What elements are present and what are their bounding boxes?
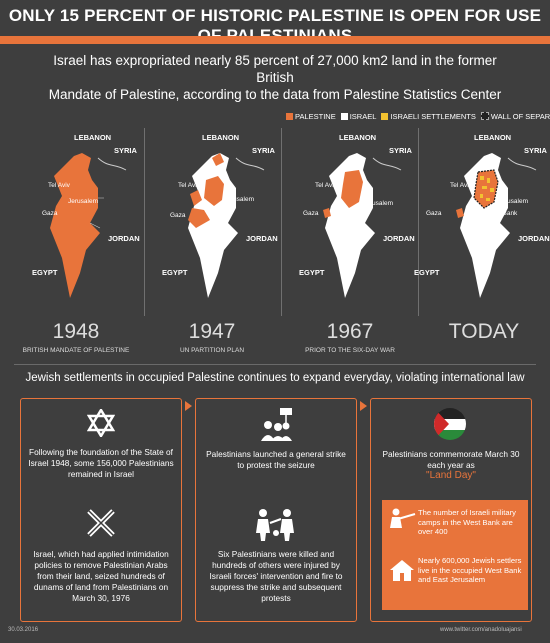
map-1948 — [50, 153, 127, 298]
map-1967 — [323, 153, 402, 298]
col2-bottom-text: Six Palestinians were killed and hundred… — [209, 549, 343, 603]
legend-label: WALL OF SEPARATION — [490, 111, 550, 121]
arrow-right-icon — [185, 401, 192, 411]
map-legend: PALESTINE ISRAEL ISRAELI SETTLEMENTS WAL… — [286, 110, 550, 122]
legend-swatch — [340, 112, 348, 120]
legend-item-palestine: PALESTINE — [286, 112, 336, 121]
panel-divider — [418, 128, 419, 316]
map-panel-today: LEBANON SYRIA Tel Aviv Jerusalem West Ba… — [414, 128, 550, 316]
soldier-icon — [390, 508, 416, 528]
label-gaza: Gaza — [426, 210, 442, 217]
label-jordan: JORDAN — [518, 234, 550, 243]
column-2: Palestinians launched a general strike t… — [195, 398, 357, 622]
col3-top-text: Palestinians commemorate March 30 each y… — [382, 449, 520, 470]
star-of-david-icon — [87, 409, 115, 437]
label-egypt: EGYPT — [414, 268, 440, 277]
subtitle-line-2: Mandate of Palestine, according to the d… — [48, 87, 502, 102]
label-jerusalem: Jerusalem — [224, 196, 254, 203]
label-gaza: Gaza — [303, 210, 319, 217]
map-panel-1967: LEBANON SYRIA Tel Aviv Jerusalem Gaza JO… — [289, 128, 415, 316]
label-syria: SYRIA — [252, 146, 275, 155]
label-jordan: JORDAN — [383, 234, 415, 243]
settler-home-icon — [390, 560, 414, 581]
label-gaza: Gaza — [42, 210, 58, 217]
map-today — [456, 153, 537, 298]
label-syria: SYRIA — [524, 146, 547, 155]
subtitle-line-1: Israel has expropriated nearly 85 percen… — [53, 53, 497, 85]
label-tel-aviv: Tel Aviv — [315, 182, 337, 189]
year-1947: 1947 — [188, 320, 236, 343]
caption-1947: UN PARTITION PLAN — [179, 347, 245, 354]
legend-item-settlements: ISRAELI SETTLEMENTS — [381, 111, 476, 121]
stats-box: The number of Israeli military camps in … — [382, 500, 528, 610]
subtitle: Israel has expropriated nearly 85 percen… — [40, 52, 510, 103]
protest-crowd-icon — [261, 408, 292, 441]
footer-url[interactable]: www.twitter.com/anadoluajansi — [440, 627, 522, 633]
label-syria: SYRIA — [114, 146, 137, 155]
arrow-right-icon — [360, 401, 367, 411]
column-3: Palestinians commemorate March 30 each y… — [370, 398, 532, 622]
label-syria: SYRIA — [389, 146, 412, 155]
panel-divider — [144, 128, 145, 316]
military-camps-text: The number of Israeli military camps in … — [418, 508, 516, 536]
legend-swatch — [286, 112, 293, 120]
label-lebanon: LEBANON — [474, 133, 512, 142]
legend-label: ISRAELI SETTLEMENTS — [390, 111, 476, 121]
crossed-out-people-icon — [87, 509, 115, 537]
footer-date: 30.03.2016 — [8, 627, 39, 633]
label-lebanon: LEBANON — [202, 133, 240, 142]
label-tel-aviv: Tel Aviv — [450, 182, 472, 189]
legend-swatch — [480, 112, 489, 120]
year-1967: 1967 — [326, 320, 374, 343]
label-lebanon: LEBANON — [339, 133, 377, 142]
year-today: TODAY — [448, 320, 520, 343]
title-accent-bar — [0, 36, 550, 44]
legend-item-wall: WALL OF SEPARATION — [480, 111, 550, 121]
label-tel-aviv: Tel Aviv — [48, 182, 70, 189]
label-jerusalem: Jerusalem — [68, 198, 98, 205]
panel-divider — [281, 128, 282, 316]
label-lebanon: LEBANON — [74, 133, 112, 142]
land-day-label: "Land Day" — [426, 470, 476, 481]
label-jerusalem: Jerusalem — [498, 198, 528, 205]
palestine-flag-icon — [434, 408, 466, 440]
label-egypt: EGYPT — [162, 268, 188, 277]
caption-1948: BRITISH MANDATE OF PALESTINE — [22, 347, 130, 354]
label-west-bank: West Bank — [486, 210, 518, 217]
label-egypt: EGYPT — [32, 268, 58, 277]
col1-top-text: Following the foundation of the State of… — [28, 447, 174, 479]
legend-swatch — [381, 112, 389, 120]
settlers-text: Nearly 600,000 Jewish settlers live in t… — [418, 556, 522, 584]
map-1947 — [188, 153, 265, 298]
section-divider — [14, 364, 536, 365]
year-1948: 1948 — [52, 320, 100, 343]
map-panel-1947: LEBANON SYRIA Tel Aviv Jerusalem Gaza JO… — [152, 128, 278, 316]
label-tel-aviv: Tel Aviv — [178, 182, 200, 189]
label-gaza: Gaza — [170, 212, 186, 219]
label-jordan: JORDAN — [108, 234, 140, 243]
caption-1967: PRIOR TO THE SIX-DAY WAR — [305, 347, 395, 354]
legend-label: ISRAEL — [349, 111, 377, 121]
label-jerusalem: Jerusalem — [363, 200, 393, 207]
legend-item-israel: ISRAEL — [340, 111, 377, 121]
clash-soldiers-icon — [256, 509, 294, 541]
map-panel-1948: LEBANON SYRIA Tel Aviv Jerusalem Gaza JO… — [14, 128, 140, 316]
column-1: Following the foundation of the State of… — [20, 398, 182, 622]
section-heading: Jewish settlements in occupied Palestine… — [25, 372, 525, 384]
col2-top-text: Palestinians launched a general strike t… — [206, 449, 346, 470]
label-jordan: JORDAN — [246, 234, 278, 243]
label-egypt: EGYPT — [299, 268, 325, 277]
col1-bottom-text: Israel, which had applied intimidation p… — [33, 549, 169, 603]
legend-label: PALESTINE — [295, 111, 336, 121]
